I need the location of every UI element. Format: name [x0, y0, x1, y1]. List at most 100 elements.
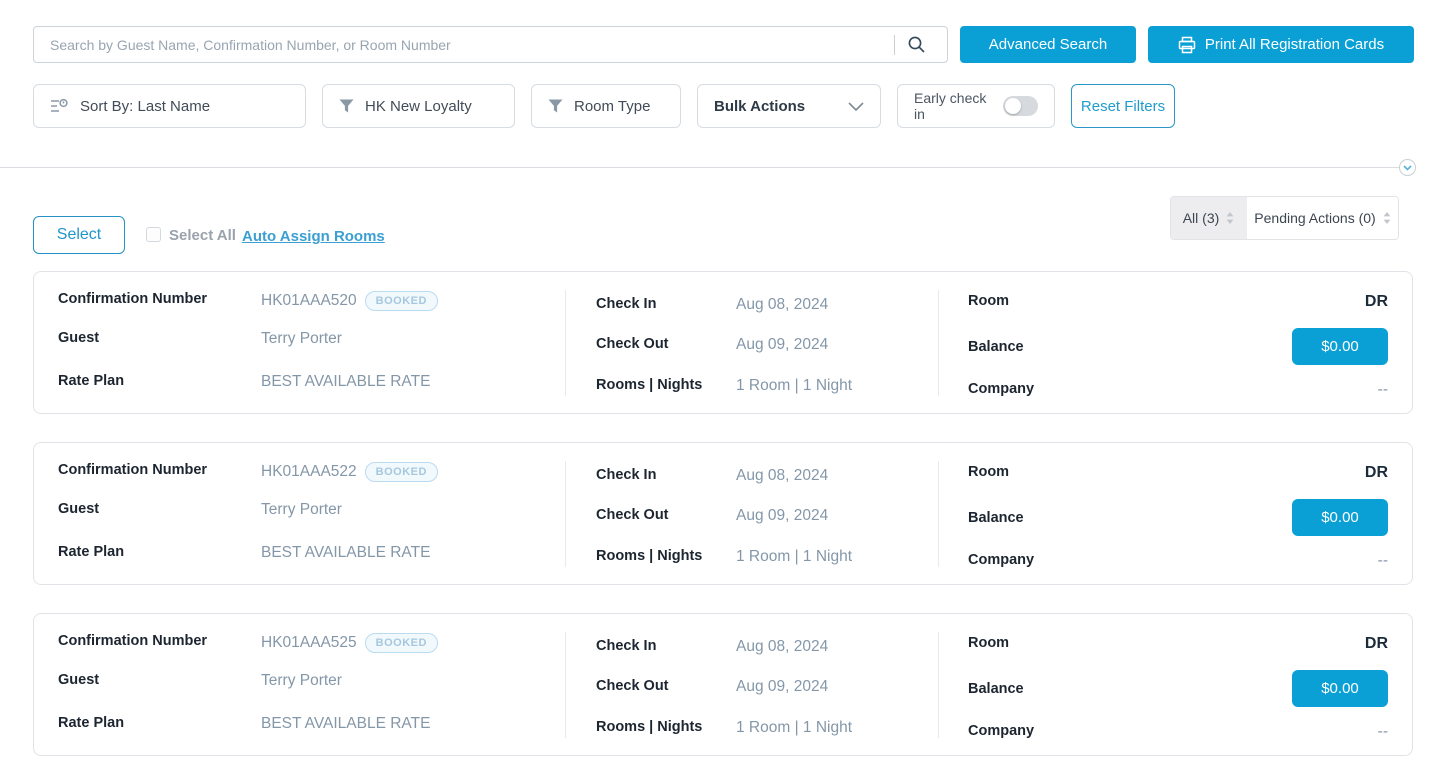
chevron-down-icon	[848, 101, 864, 111]
rooms-nights-label: Rooms | Nights	[596, 377, 703, 393]
check-in-label: Check In	[596, 467, 657, 483]
check-out-label: Check Out	[596, 678, 669, 694]
search-input[interactable]	[34, 36, 894, 53]
guest-value: Terry Porter	[261, 672, 342, 689]
balance-label: Balance	[968, 339, 1024, 355]
sort-icon	[50, 98, 69, 114]
printer-icon	[1178, 36, 1196, 54]
bulk-actions-label: Bulk Actions	[714, 97, 806, 115]
balance-label: Balance	[968, 681, 1024, 697]
guest-value: Terry Porter	[261, 330, 342, 347]
chevron-down-icon	[1403, 164, 1412, 171]
check-in-value: Aug 08, 2024	[736, 467, 829, 484]
confirmation-number-label: Confirmation Number	[58, 633, 208, 649]
auto-assign-rooms-link[interactable]: Auto Assign Rooms	[242, 228, 385, 245]
guest-label: Guest	[58, 330, 100, 346]
early-check-in-toggle[interactable]	[1003, 96, 1038, 116]
toggle-knob	[1005, 98, 1021, 114]
company-value: --	[1377, 381, 1388, 398]
tab-pending-actions[interactable]: Pending Actions (0)	[1246, 197, 1398, 239]
room-value: DR	[1364, 464, 1388, 481]
rate-plan-value: BEST AVAILABLE RATE	[261, 373, 431, 390]
check-out-label: Check Out	[596, 336, 669, 352]
early-check-in-label: Early check in	[914, 90, 987, 122]
card-column-divider	[938, 290, 939, 396]
sort-by-label: Sort By: Last Name	[80, 97, 211, 115]
print-all-registration-cards-button[interactable]: Print All Registration Cards	[1148, 26, 1414, 63]
filter-funnel-icon	[339, 99, 354, 113]
check-in-value: Aug 08, 2024	[736, 638, 829, 655]
reset-filters-button[interactable]: Reset Filters	[1071, 84, 1175, 128]
confirmation-number-value: HK01AAA520	[261, 292, 357, 309]
room-type-filter-label: Room Type	[574, 97, 651, 115]
reservation-card[interactable]: Confirmation Number HK01AAA522 BOOKED Gu…	[33, 442, 1413, 585]
rate-plan-label: Rate Plan	[58, 373, 125, 389]
rate-plan-value: BEST AVAILABLE RATE	[261, 544, 431, 561]
check-in-label: Check In	[596, 638, 657, 654]
card-column-divider	[938, 461, 939, 567]
balance-button[interactable]: $0.00	[1292, 328, 1388, 365]
advanced-search-button[interactable]: Advanced Search	[960, 26, 1136, 63]
loyalty-filter-label: HK New Loyalty	[365, 97, 472, 115]
tab-all-label: All (3)	[1182, 210, 1220, 226]
card-column-divider	[938, 632, 939, 738]
rooms-nights-value: 1 Room | 1 Night	[736, 719, 853, 736]
rooms-nights-label: Rooms | Nights	[596, 719, 703, 735]
select-all-checkbox[interactable]	[146, 227, 161, 242]
filter-funnel-icon	[548, 99, 563, 113]
rooms-nights-value: 1 Room | 1 Night	[736, 377, 853, 394]
balance-button[interactable]: $0.00	[1292, 499, 1388, 536]
check-out-label: Check Out	[596, 507, 669, 523]
guest-label: Guest	[58, 501, 100, 517]
card-column-divider	[565, 461, 566, 567]
room-type-filter[interactable]: Room Type	[531, 84, 681, 128]
select-all-label: Select All	[169, 227, 236, 244]
tab-all[interactable]: All (3)	[1171, 197, 1246, 239]
room-label: Room	[968, 293, 1010, 309]
search-input-divider	[894, 34, 895, 55]
company-value: --	[1377, 552, 1388, 569]
check-out-value: Aug 09, 2024	[736, 678, 829, 695]
rate-plan-label: Rate Plan	[58, 715, 125, 731]
sort-arrows-icon	[1383, 212, 1391, 224]
sort-by-dropdown[interactable]: Sort By: Last Name	[33, 84, 306, 128]
confirmation-number-value: HK01AAA522	[261, 463, 357, 480]
confirmation-number-label: Confirmation Number	[58, 462, 208, 478]
check-in-label: Check In	[596, 296, 657, 312]
balance-button[interactable]: $0.00	[1292, 670, 1388, 707]
bulk-actions-dropdown[interactable]: Bulk Actions	[697, 84, 881, 128]
guest-value: Terry Porter	[261, 501, 342, 518]
room-value: DR	[1364, 293, 1388, 310]
confirmation-number-value: HK01AAA525	[261, 634, 357, 651]
room-label: Room	[968, 464, 1010, 480]
sort-arrows-icon	[1226, 212, 1234, 224]
select-button[interactable]: Select	[33, 216, 125, 254]
card-column-divider	[565, 632, 566, 738]
status-badge: BOOKED	[364, 462, 438, 482]
list-tabs: All (3) Pending Actions (0)	[1170, 196, 1399, 240]
balance-label: Balance	[968, 510, 1024, 526]
company-label: Company	[968, 723, 1035, 739]
check-out-value: Aug 09, 2024	[736, 507, 829, 524]
company-value: --	[1377, 723, 1388, 740]
print-all-label: Print All Registration Cards	[1204, 36, 1385, 53]
reservation-card[interactable]: Confirmation Number HK01AAA525 BOOKED Gu…	[33, 613, 1413, 756]
confirmation-number-label: Confirmation Number	[58, 291, 208, 307]
room-value: DR	[1364, 635, 1388, 652]
company-label: Company	[968, 381, 1035, 397]
search-icon[interactable]	[907, 35, 947, 54]
rate-plan-label: Rate Plan	[58, 544, 125, 560]
loyalty-filter[interactable]: HK New Loyalty	[322, 84, 515, 128]
section-divider	[0, 167, 1399, 168]
reservation-card[interactable]: Confirmation Number HK01AAA520 BOOKED Gu…	[33, 271, 1413, 414]
collapse-filters-button[interactable]	[1399, 159, 1416, 176]
early-check-in-filter: Early check in	[897, 84, 1055, 128]
card-column-divider	[565, 290, 566, 396]
check-out-value: Aug 09, 2024	[736, 336, 829, 353]
search-box	[33, 26, 948, 63]
status-badge: BOOKED	[364, 291, 438, 311]
check-in-value: Aug 08, 2024	[736, 296, 829, 313]
rooms-nights-value: 1 Room | 1 Night	[736, 548, 853, 565]
rate-plan-value: BEST AVAILABLE RATE	[261, 715, 431, 732]
